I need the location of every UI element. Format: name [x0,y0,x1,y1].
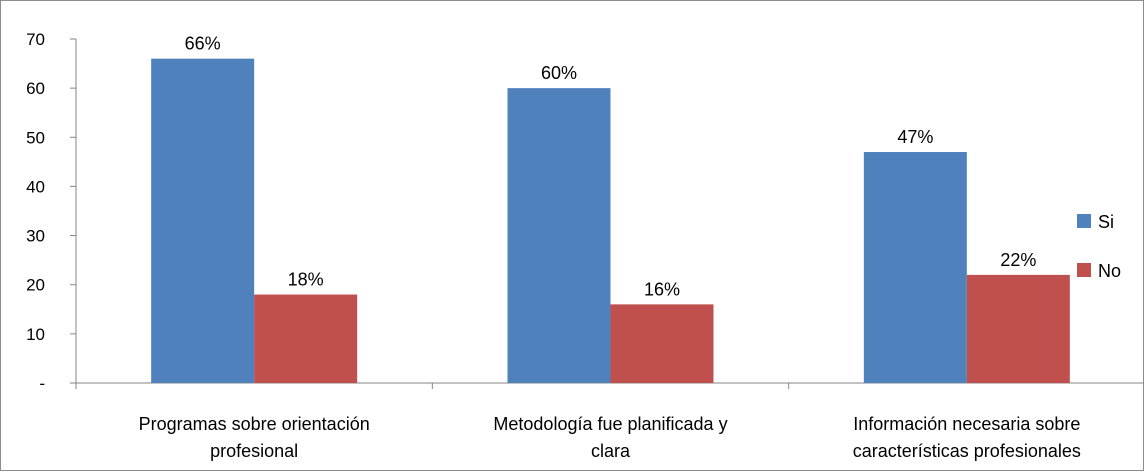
category-label: Información necesaria sobre [853,414,1080,434]
category-label: características profesionales [853,441,1081,461]
legend-swatch-no [1077,263,1091,277]
bars [151,58,1070,384]
bar-no [254,294,358,383]
legend-label: No [1098,261,1121,281]
bar-si [863,152,967,383]
data-label: 16% [644,279,680,299]
y-tick-label: 70 [26,30,45,49]
x-axis: Programas sobre orientación profesional Me… [75,382,1144,461]
data-label: 60% [541,63,577,83]
category-label: clara [591,441,631,461]
data-label: 66% [185,34,221,54]
y-tick-label: 60 [26,79,45,98]
bar-no [966,274,1070,383]
y-tick-label: - [39,374,45,393]
data-labels: 66% 18% 60% 16% 47% 22% [185,34,1037,300]
legend-label: Si [1098,212,1114,232]
category-label: Metodología fue planificada y [493,414,727,434]
y-tick-label: 40 [26,177,45,196]
data-label: 18% [288,270,324,290]
legend-swatch-si [1077,214,1091,228]
bar-si [507,88,611,384]
data-label: 47% [897,127,933,147]
bar-no [610,304,714,383]
category-label: profesional [210,441,298,461]
y-axis: - 10 20 30 40 50 60 70 [26,30,77,393]
data-label: 22% [1000,250,1036,270]
legend: Si No [1077,212,1121,281]
bar-si [151,58,255,384]
y-tick-label: 10 [26,325,45,344]
y-tick-label: 30 [26,227,45,246]
category-label: Programas sobre orientación [139,414,370,434]
y-tick-label: 20 [26,276,45,295]
y-tick-label: 50 [26,128,45,147]
